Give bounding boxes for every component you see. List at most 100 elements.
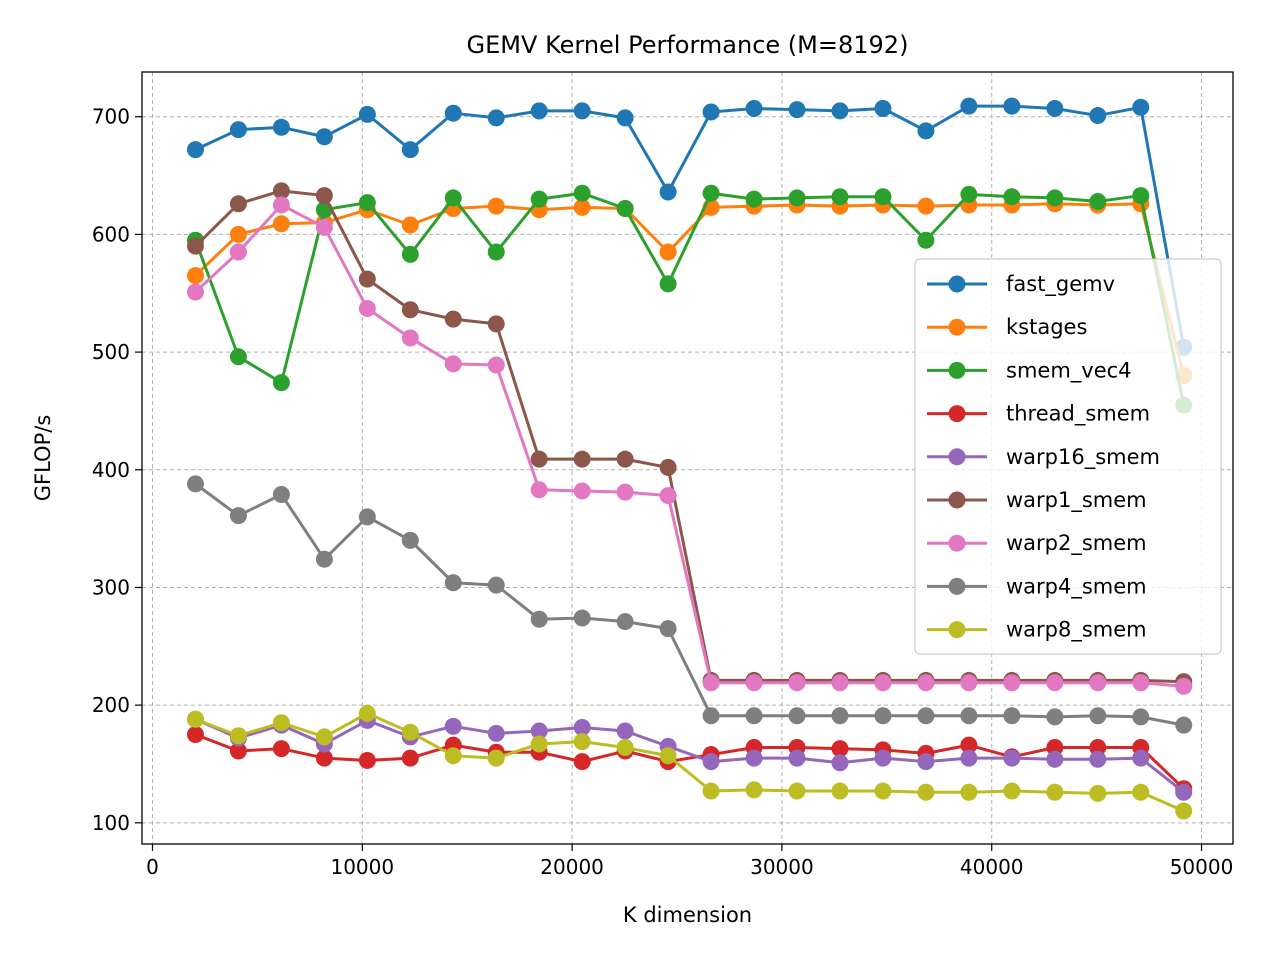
data-point-fast_gemv bbox=[659, 183, 677, 201]
data-point-warp4_smem bbox=[1003, 707, 1021, 725]
plot-frame bbox=[141, 71, 1234, 845]
data-point-warp16_smem bbox=[616, 722, 634, 740]
data-point-warp2_smem bbox=[788, 674, 806, 692]
data-point-kstages bbox=[229, 225, 247, 243]
data-point-smem_vec4 bbox=[272, 374, 290, 392]
legend-marker bbox=[948, 405, 966, 423]
data-point-warp8_smem bbox=[1003, 782, 1021, 800]
data-point-warp4_smem bbox=[1089, 707, 1107, 725]
data-point-warp8_smem bbox=[358, 704, 376, 722]
data-point-warp2_smem bbox=[745, 674, 763, 692]
data-point-smem_vec4 bbox=[229, 348, 247, 366]
data-point-warp4_smem bbox=[788, 707, 806, 725]
data-point-warp2_smem bbox=[229, 243, 247, 261]
data-point-warp2_smem bbox=[1132, 674, 1150, 692]
legend-marker bbox=[948, 448, 966, 466]
y-axis-label: GFLOP/s bbox=[31, 415, 55, 502]
data-point-warp4_smem bbox=[1175, 716, 1193, 734]
y-tick-label: 600 bbox=[92, 222, 130, 246]
legend-entry-warp1_smem: warp1_smem bbox=[927, 488, 1147, 513]
data-point-warp2_smem bbox=[573, 482, 591, 500]
data-point-kstages bbox=[401, 216, 419, 234]
data-point-fast_gemv bbox=[186, 141, 204, 159]
legend-entry-warp8_smem: warp8_smem bbox=[927, 618, 1147, 643]
data-point-warp8_smem bbox=[745, 781, 763, 799]
data-point-warp1_smem bbox=[573, 450, 591, 468]
data-point-smem_vec4 bbox=[530, 190, 548, 208]
data-point-thread_smem bbox=[272, 740, 290, 758]
data-point-warp4_smem bbox=[659, 620, 677, 638]
series-warp2_smem bbox=[186, 196, 1193, 695]
data-point-thread_smem bbox=[831, 740, 849, 758]
y-tick-label: 300 bbox=[92, 575, 130, 599]
data-point-thread_smem bbox=[315, 749, 333, 767]
data-point-smem_vec4 bbox=[659, 275, 677, 293]
data-point-fast_gemv bbox=[1089, 107, 1107, 125]
axis-ticks: 0 10000 20000 30000 40000 50000 100 200 300 400 50… bbox=[92, 105, 1234, 879]
data-point-fast_gemv bbox=[831, 102, 849, 120]
legend-marker bbox=[948, 361, 966, 379]
data-point-warp2_smem bbox=[917, 674, 935, 692]
data-point-warp1_smem bbox=[315, 187, 333, 205]
data-point-kstages bbox=[573, 198, 591, 216]
data-point-warp4_smem bbox=[358, 508, 376, 526]
data-point-warp8_smem bbox=[917, 783, 935, 801]
data-point-warp4_smem bbox=[444, 574, 462, 592]
legend-marker bbox=[948, 491, 966, 509]
data-point-warp2_smem bbox=[401, 329, 419, 347]
data-point-warp8_smem bbox=[1132, 783, 1150, 801]
data-point-thread_smem bbox=[229, 742, 247, 760]
data-point-warp1_smem bbox=[530, 450, 548, 468]
data-point-fast_gemv bbox=[788, 101, 806, 119]
y-tick-label: 400 bbox=[92, 458, 130, 482]
data-point-warp1_smem bbox=[272, 182, 290, 200]
data-point-warp2_smem bbox=[1046, 674, 1064, 692]
data-point-smem_vec4 bbox=[788, 189, 806, 207]
data-point-warp4_smem bbox=[960, 707, 978, 725]
legend-entry-warp4_smem: warp4_smem bbox=[927, 574, 1147, 599]
data-point-warp4_smem bbox=[745, 707, 763, 725]
data-point-smem_vec4 bbox=[745, 190, 763, 208]
data-point-warp1_smem bbox=[229, 195, 247, 213]
legend-label: warp8_smem bbox=[1006, 618, 1147, 643]
data-point-warp8_smem bbox=[874, 782, 892, 800]
legend-label: fast_gemv bbox=[1006, 272, 1115, 297]
data-point-fast_gemv bbox=[530, 102, 548, 120]
data-point-warp8_smem bbox=[1175, 802, 1193, 820]
data-point-thread_smem bbox=[573, 753, 591, 771]
data-point-warp8_smem bbox=[702, 782, 720, 800]
data-point-warp8_smem bbox=[272, 714, 290, 732]
legend-entry-smem_vec4: smem_vec4 bbox=[927, 358, 1132, 383]
y-tick-label: 200 bbox=[92, 693, 130, 717]
data-point-warp1_smem bbox=[358, 270, 376, 288]
data-point-fast_gemv bbox=[960, 97, 978, 115]
data-point-fast_gemv bbox=[1046, 99, 1064, 117]
legend-entry-fast_gemv: fast_gemv bbox=[927, 272, 1115, 297]
data-point-warp8_smem bbox=[831, 782, 849, 800]
data-point-warp4_smem bbox=[229, 507, 247, 525]
data-point-fast_gemv bbox=[1132, 98, 1150, 116]
data-point-warp4_smem bbox=[573, 609, 591, 627]
data-point-warp8_smem bbox=[616, 739, 634, 756]
data-point-warp2_smem bbox=[874, 674, 892, 692]
data-point-kstages bbox=[487, 197, 505, 215]
data-point-warp4_smem bbox=[272, 485, 290, 503]
data-point-warp2_smem bbox=[186, 283, 204, 301]
data-point-warp16_smem bbox=[788, 749, 806, 767]
data-point-warp16_smem bbox=[444, 717, 462, 735]
data-point-warp1_smem bbox=[186, 237, 204, 255]
x-tick-label: 50000 bbox=[1170, 855, 1234, 879]
data-point-warp16_smem bbox=[874, 749, 892, 767]
x-tick-label: 40000 bbox=[960, 855, 1024, 879]
legend-marker bbox=[948, 577, 966, 595]
data-point-warp4_smem bbox=[874, 707, 892, 725]
chart-title: GEMV Kernel Performance (M=8192) bbox=[467, 31, 909, 59]
data-point-warp4_smem bbox=[917, 707, 935, 725]
data-point-warp8_smem bbox=[487, 749, 505, 767]
data-point-warp16_smem bbox=[1046, 750, 1064, 768]
data-point-warp4_smem bbox=[315, 550, 333, 568]
legend-label: warp4_smem bbox=[1006, 574, 1147, 599]
data-point-warp16_smem bbox=[1175, 783, 1193, 801]
legend-marker bbox=[948, 275, 966, 293]
